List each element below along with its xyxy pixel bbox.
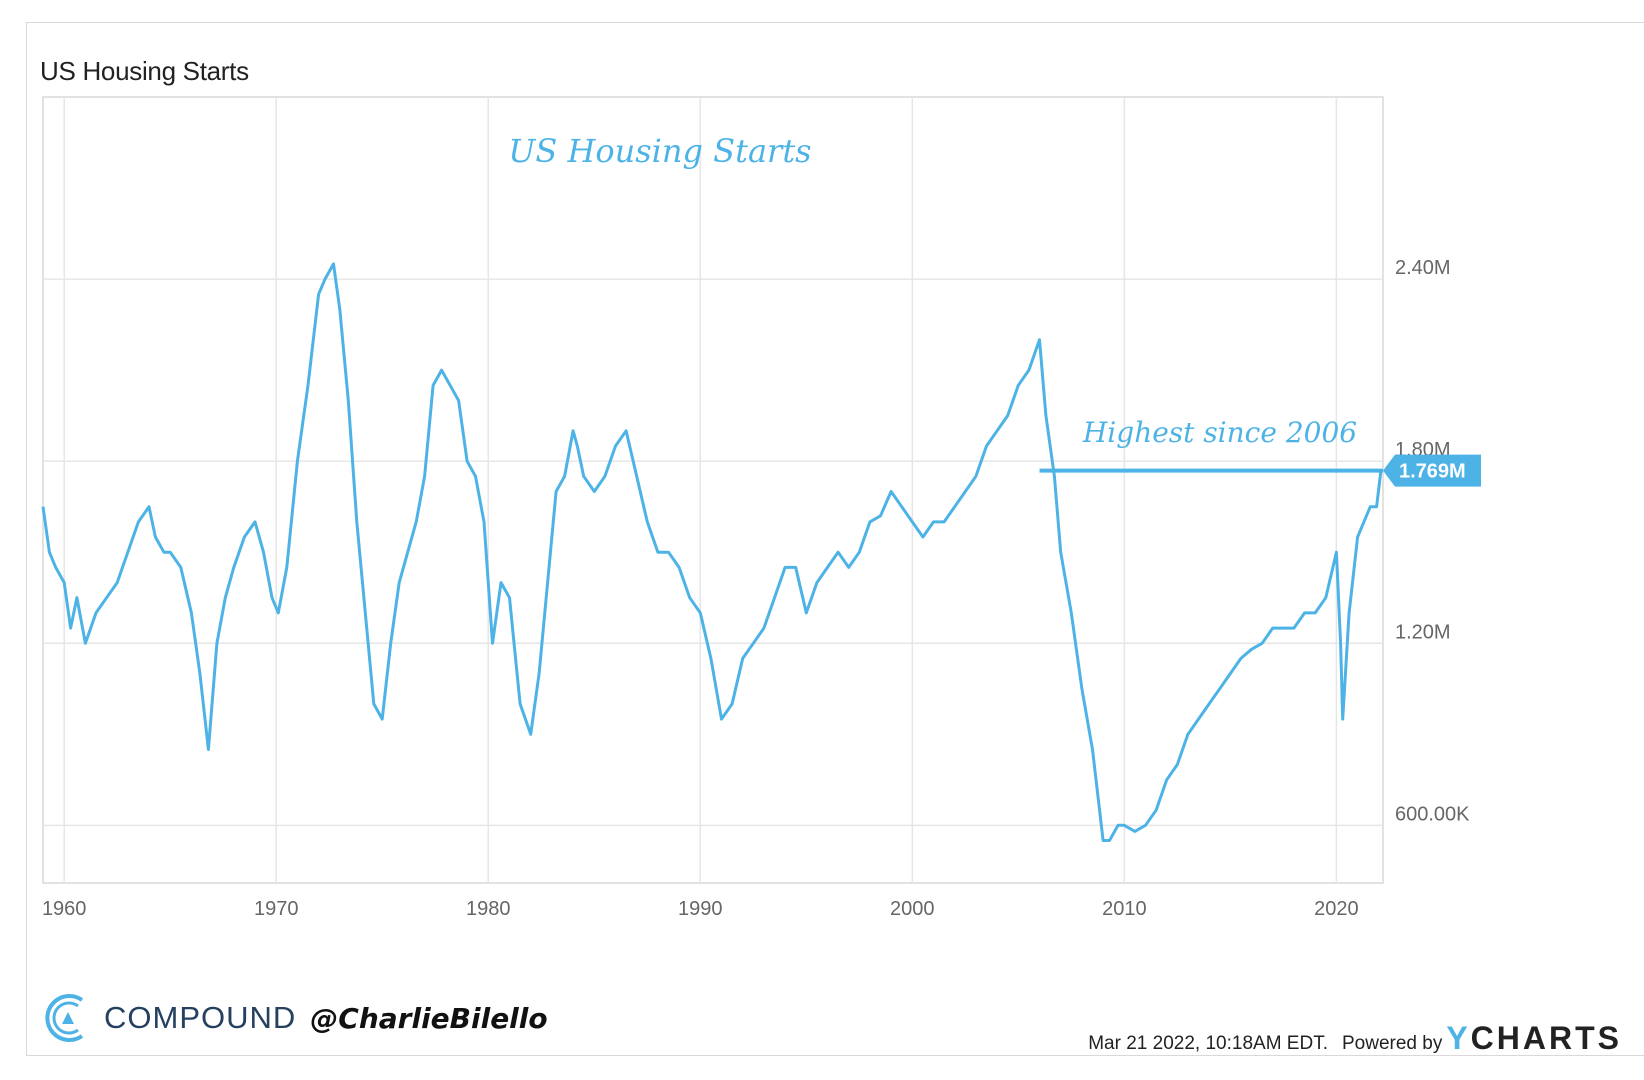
footer: Mar 21 2022, 10:18AM EDT. Powered by YCH… <box>1088 1020 1622 1057</box>
y-tick-label: 2.40M <box>1395 257 1451 279</box>
x-tick-label: 1980 <box>466 898 511 920</box>
x-axis-ticks: 1960 1970 1980 1990 2000 2010 2020 <box>42 898 1359 920</box>
ycharts-logo-y: Y <box>1446 1020 1471 1056</box>
footer-date: Mar 21 2022, 10:18AM EDT. <box>1088 1033 1328 1054</box>
x-tick-label: 2020 <box>1314 898 1359 920</box>
ycharts-logo: YCHARTS <box>1446 1020 1622 1057</box>
brand-name: COMPOUND <box>104 1000 297 1035</box>
chart-frame <box>26 22 1644 1056</box>
annotation-title: US Housing Starts <box>508 132 811 170</box>
plot-area <box>42 96 1384 884</box>
last-value-badge: 1.769M <box>1383 454 1481 487</box>
ycharts-logo-text: CHARTS <box>1470 1020 1622 1056</box>
grid-lines <box>43 97 1383 883</box>
brand-handle: @CharlieBilello <box>310 1001 548 1035</box>
last-value-label: 1.769M <box>1399 461 1466 483</box>
series-line <box>41 262 1383 842</box>
x-tick-label: 1990 <box>678 898 723 920</box>
x-tick-label: 2000 <box>890 898 935 920</box>
x-tick-label: 1960 <box>42 898 87 920</box>
annotation-note: Highest since 2006 <box>1082 416 1357 449</box>
compound-logo-icon <box>45 994 84 1042</box>
chart-title: US Housing Starts <box>40 56 249 86</box>
x-tick-label: 1970 <box>254 898 299 920</box>
y-tick-label: 1.20M <box>1395 621 1451 643</box>
x-tick-label: 2010 <box>1102 898 1147 920</box>
brand: COMPOUND @CharlieBilello <box>42 990 548 1046</box>
y-tick-label: 600.00K <box>1395 803 1470 825</box>
footer-powered: Powered by <box>1341 1033 1443 1054</box>
